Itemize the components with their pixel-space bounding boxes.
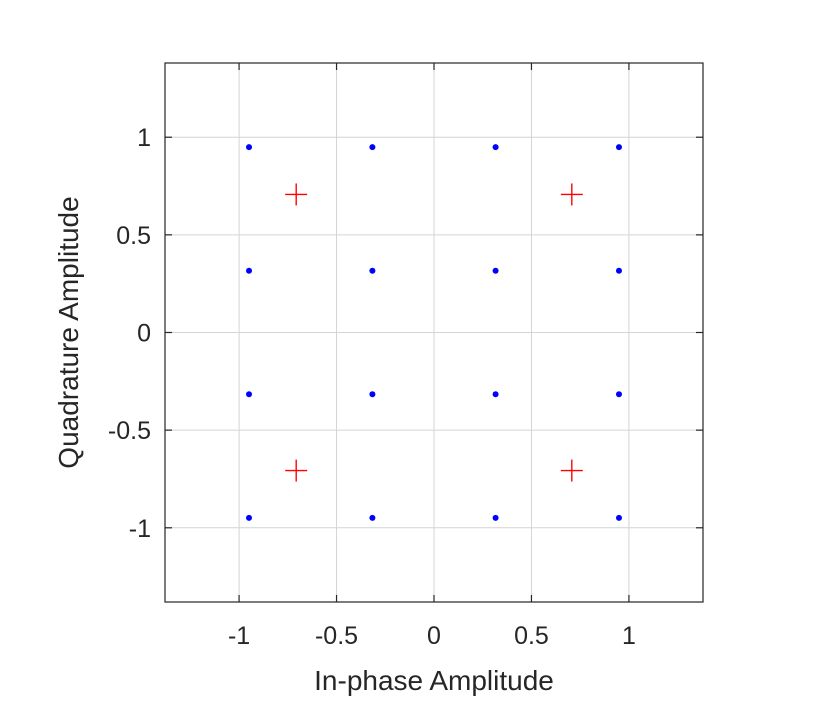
x-axis-label: In-phase Amplitude: [314, 665, 554, 696]
data-point-dot: [246, 391, 253, 398]
data-point-dot: [369, 391, 376, 398]
data-point-dot: [369, 144, 376, 151]
y-tick-label: 1: [137, 124, 151, 152]
data-point-dot: [369, 267, 376, 274]
data-point-plus: [560, 183, 583, 206]
data-point-dot: [492, 144, 499, 151]
y-tick-label: -1: [129, 515, 151, 543]
grid: [165, 63, 703, 602]
x-tick-label: 0: [427, 622, 441, 650]
data-point-dot: [492, 267, 499, 274]
data-point-dot: [246, 267, 253, 274]
y-tick-label: 0: [137, 320, 151, 348]
x-tick-label: -1: [228, 622, 250, 650]
data-point-plus: [285, 459, 308, 482]
y-tick-label: -0.5: [108, 417, 151, 445]
data-point-dot: [246, 144, 253, 151]
data-point-plus: [285, 183, 308, 206]
x-tick-label: 1: [622, 622, 636, 650]
data-point-dot: [615, 391, 622, 398]
tick-labels: -1 -0.5 0 0.5 1 -1 -0.5 0 0.5 1: [108, 124, 636, 650]
data-point-dot: [615, 144, 622, 151]
data-point-dot: [615, 267, 622, 274]
data-point-dot: [615, 514, 622, 521]
y-tick-label: 0.5: [116, 222, 151, 250]
y-axis-label: Quadrature Amplitude: [53, 196, 84, 468]
x-tick-label: -0.5: [315, 622, 358, 650]
data-point-dot: [492, 514, 499, 521]
axis-ticks: [165, 63, 703, 602]
data-point-dot: [369, 514, 376, 521]
x-tick-label: 0.5: [514, 622, 549, 650]
data-point-plus: [560, 459, 583, 482]
data-point-dot: [492, 391, 499, 398]
data-point-dot: [246, 514, 253, 521]
data-marks: [246, 144, 622, 521]
